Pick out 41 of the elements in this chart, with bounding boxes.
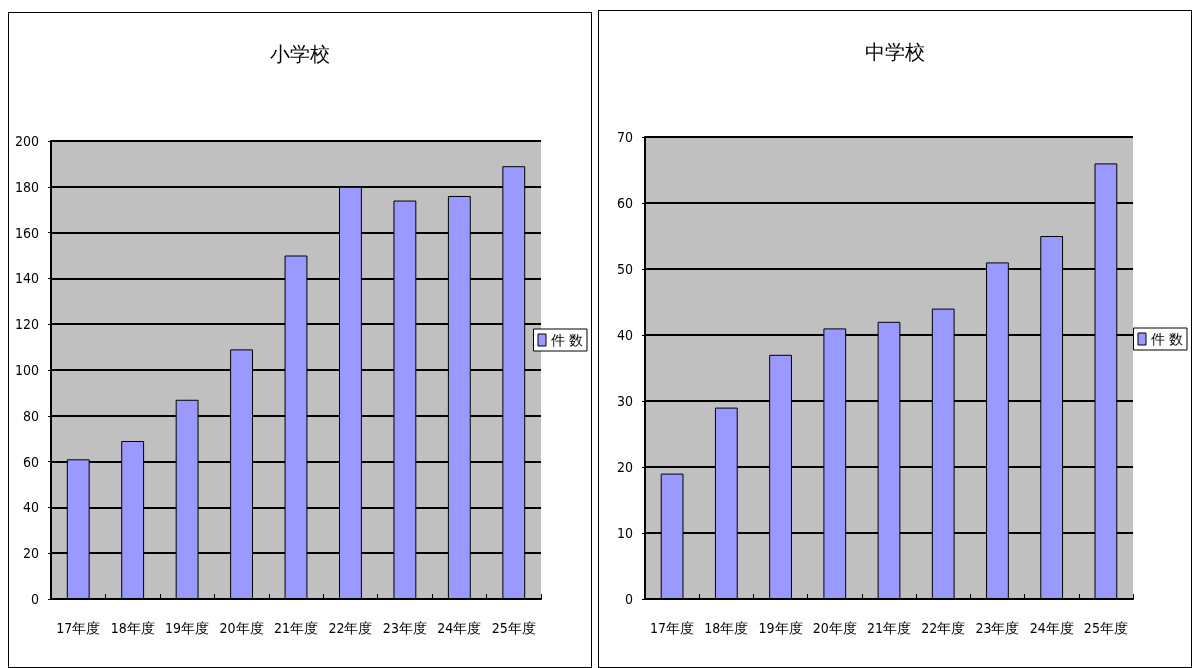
x-tick-label: 22年度 [921,620,966,636]
y-tick-label: 80 [22,407,39,424]
x-tick-label: 21年度 [273,620,319,636]
y-tick-label: 10 [616,525,633,541]
x-tick-label: 18年度 [704,620,749,636]
x-tick-label: 20年度 [219,620,264,636]
y-tick-label: 40 [616,327,633,343]
y-tick-label: 40 [22,499,39,516]
y-tick-label: 0 [624,591,633,607]
y-tick-label: 120 [14,316,39,333]
x-tick-label: 18年度 [110,620,155,636]
y-tick-label: 60 [616,195,633,211]
x-tick-label: 19年度 [758,620,803,636]
x-tick-label: 17年度 [650,620,695,636]
x-tick-label: 25年度 [1083,620,1128,636]
y-tick-label: 20 [22,545,39,562]
chart-title: 小学校 [270,42,330,66]
x-tick-label: 24年度 [1029,620,1074,636]
y-tick-label: 50 [616,261,633,277]
y-tick-label: 180 [14,178,39,195]
x-tick-label: 21年度 [866,620,912,636]
legend-label: 件 数 [1151,331,1183,347]
x-tick-label: 20年度 [812,620,857,636]
y-tick-label: 20 [616,459,633,475]
y-tick-label: 0 [30,591,39,607]
y-tick-label: 60 [22,453,39,470]
x-tick-label: 24年度 [437,620,482,636]
legend-label: 件 数 [551,332,583,348]
x-tick-label: 19年度 [165,620,210,636]
x-tick-label: 23年度 [975,620,1020,636]
x-tick-label: 22年度 [328,620,373,636]
x-tick-label: 17年度 [56,620,101,636]
y-tick-label: 200 [14,133,39,149]
y-tick-label: 70 [616,129,633,145]
chart-title: 中学校 [865,40,925,64]
x-tick-label: 25年度 [491,620,536,636]
y-tick-label: 160 [14,224,39,241]
y-tick-label: 100 [14,362,39,378]
y-tick-label: 140 [14,270,39,287]
x-tick-label: 23年度 [382,620,427,636]
y-tick-label: 30 [616,393,633,409]
